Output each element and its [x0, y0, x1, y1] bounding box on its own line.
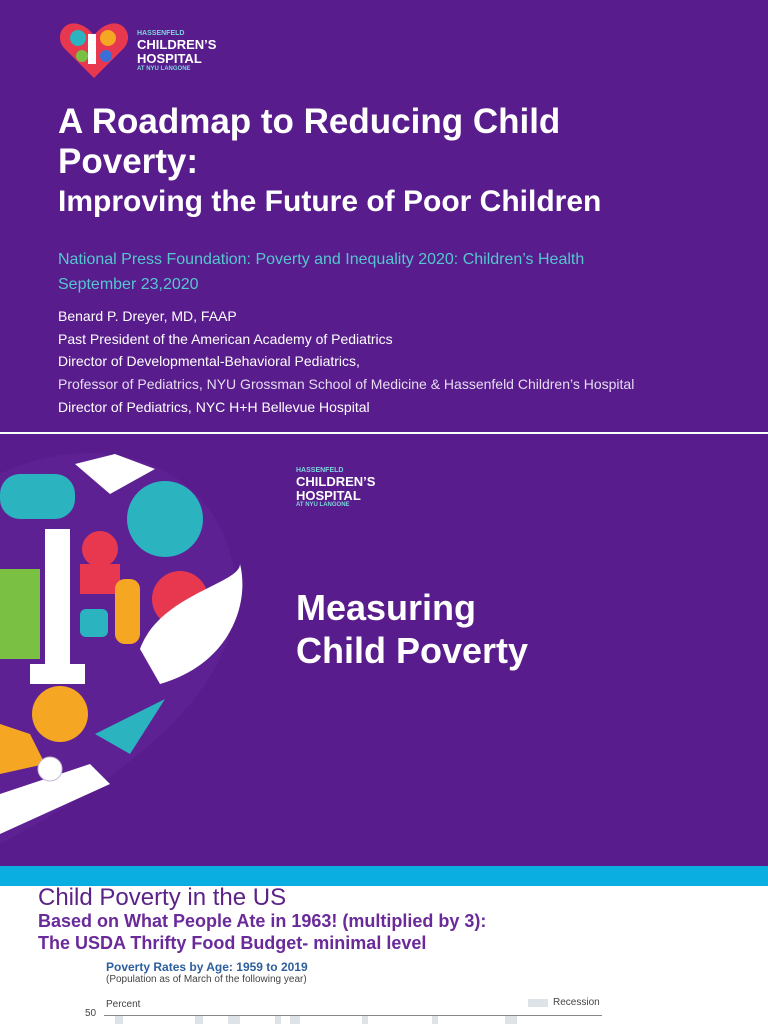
logo-text: HOSPITAL	[137, 51, 202, 66]
subtitle-line: The USDA Thrifty Food Budget- minimal le…	[38, 933, 427, 953]
recession-band	[432, 1016, 438, 1024]
legend-swatch	[528, 999, 548, 1007]
title-line: Child Poverty	[296, 630, 529, 671]
author-line: Director of Pediatrics, NYC H+H Bellevue…	[58, 399, 370, 415]
logo-heart	[59, 23, 129, 79]
author-line: Past President of the American Academy o…	[58, 331, 393, 347]
event: National Press Foundation: Poverty and I…	[58, 251, 585, 268]
logo-text: HASSENFELD	[296, 467, 344, 474]
figure-note: (Population as of March of the following…	[106, 974, 307, 985]
title: Child Poverty in the US	[38, 884, 287, 911]
figure-title: Poverty Rates by Age: 1959 to 2019	[106, 960, 308, 974]
recession-band	[362, 1016, 368, 1024]
logo-text: AT NYU LANGONE	[137, 66, 191, 72]
subtitle-line: Based on What People Ate in 1963! (multi…	[38, 911, 487, 931]
author-line: Benard P. Dreyer, MD, FAAP	[58, 308, 237, 324]
logo-text: HASSENFELD	[137, 30, 185, 37]
logo-text: CHILDREN’S	[137, 37, 217, 52]
recession-band	[115, 1016, 123, 1024]
plot-top	[104, 1015, 602, 1016]
slide-1: HASSENFELD CHILDREN’S HOSPITAL AT NYU LA…	[0, 0, 768, 432]
recession-band	[505, 1016, 517, 1024]
logo-text: HOSPITAL	[296, 488, 361, 503]
recession-band	[228, 1016, 240, 1024]
title: A Roadmap to Reducing Child Poverty:	[58, 102, 561, 181]
logo-text: AT NYU LANGONE	[296, 502, 350, 508]
title-line: Measuring	[296, 587, 477, 628]
date: September 23,2020	[58, 276, 199, 293]
slide-3: Child Poverty in the US Based on What Pe…	[0, 866, 768, 1024]
author-line: Director of Developmental-Behavioral Ped…	[58, 353, 360, 369]
slide-2: HASSENFELD CHILDREN’S HOSPITAL AT NYU LA…	[0, 434, 768, 866]
axis-label: Percent	[106, 999, 141, 1010]
author-line: Professor of Pediatrics, NYU Grossman Sc…	[58, 376, 635, 392]
logo-text: CHILDREN’S	[296, 474, 376, 489]
illustration	[0, 453, 243, 844]
legend-label: Recession	[553, 997, 600, 1008]
top-bar	[0, 866, 768, 886]
recession-band	[290, 1016, 300, 1024]
recession-band	[195, 1016, 203, 1024]
subtitle: Improving the Future of Poor Children	[58, 185, 602, 218]
tick-label: 50	[85, 1008, 97, 1019]
recession-band	[275, 1016, 281, 1024]
